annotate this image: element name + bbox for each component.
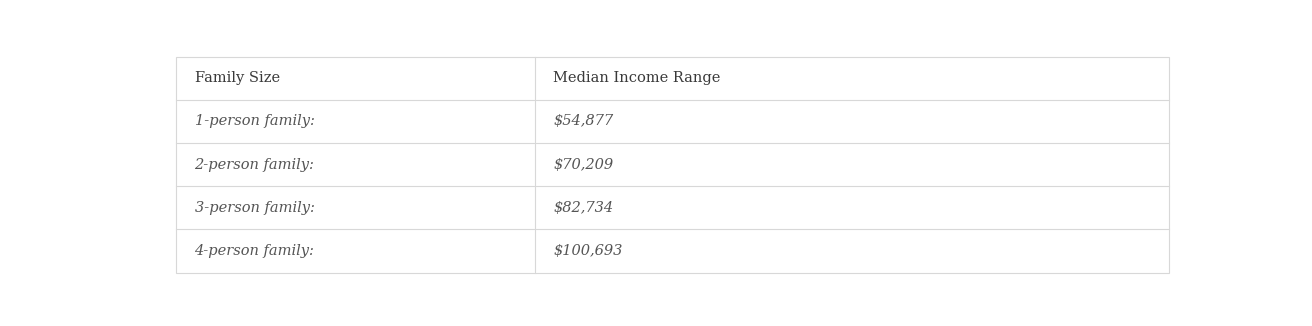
Text: 3-person family:: 3-person family:	[194, 201, 315, 215]
Text: $82,734: $82,734	[554, 201, 614, 215]
Text: $100,693: $100,693	[554, 244, 623, 258]
Text: $54,877: $54,877	[554, 114, 614, 128]
Text: 4-person family:: 4-person family:	[194, 244, 315, 258]
Bar	[176, 57, 1169, 273]
Text: Family Size: Family Size	[194, 71, 279, 85]
Text: $70,209: $70,209	[554, 158, 614, 171]
Text: 1-person family:: 1-person family:	[194, 114, 315, 128]
Text: 2-person family:: 2-person family:	[194, 158, 315, 171]
Text: Median Income Range: Median Income Range	[554, 71, 720, 85]
